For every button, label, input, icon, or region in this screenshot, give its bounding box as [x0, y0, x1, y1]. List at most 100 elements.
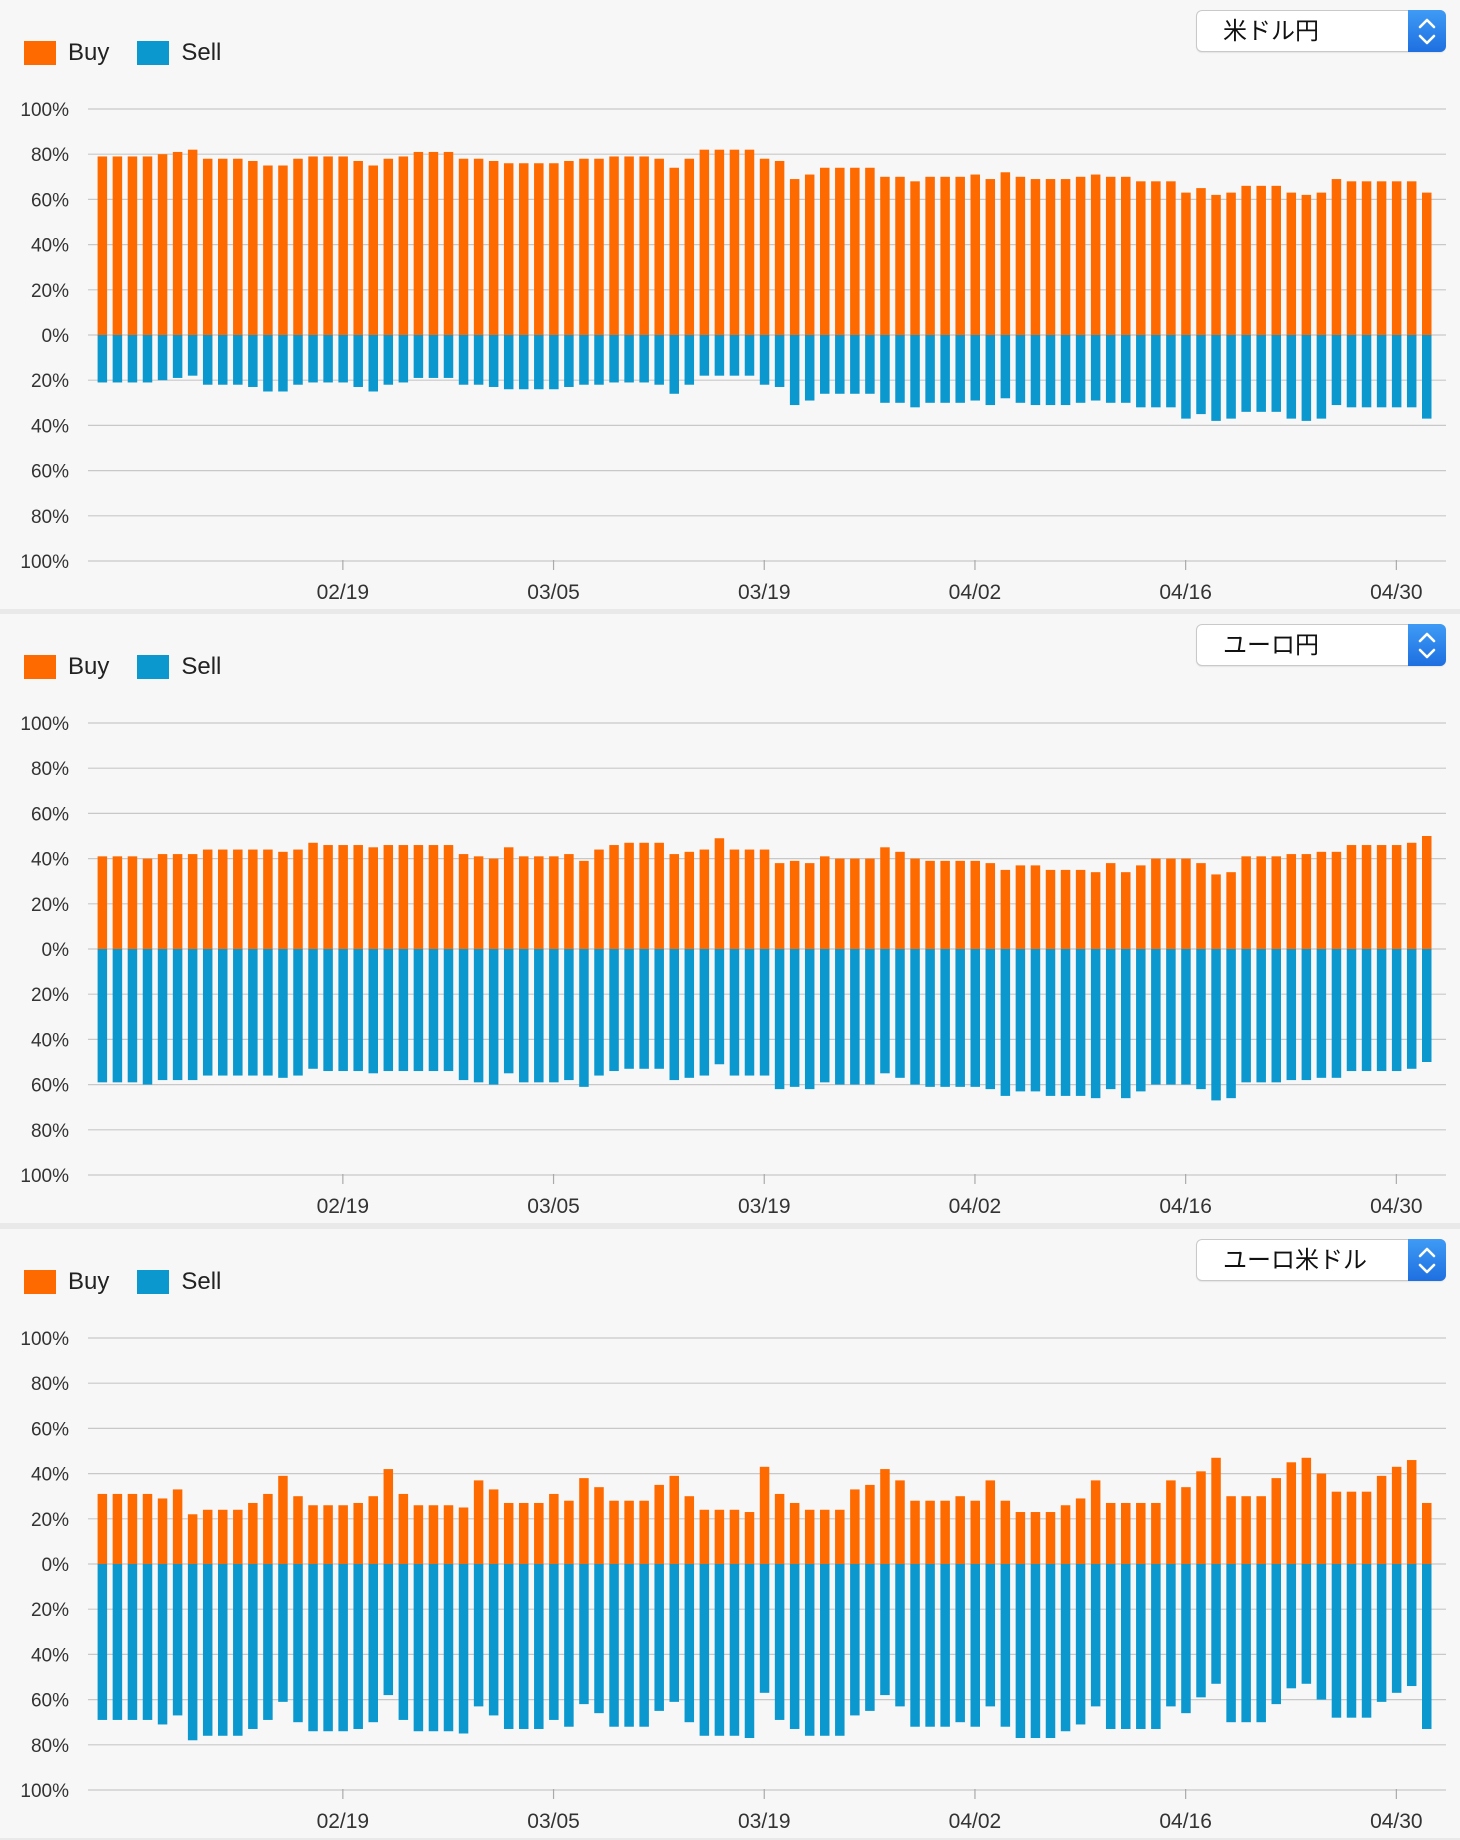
buy-bar — [112, 856, 123, 949]
sell-bar — [714, 335, 725, 376]
buy-bar — [774, 160, 785, 335]
sell-bar — [669, 949, 679, 1081]
sell-bar — [187, 335, 198, 376]
sell-bar — [1075, 1564, 1086, 1725]
buy-bar — [1406, 842, 1417, 949]
buy-bar — [639, 842, 649, 949]
sell-bar — [774, 335, 785, 387]
buy-bar — [248, 849, 258, 949]
buy-bar — [1015, 1512, 1026, 1564]
buy-bar — [744, 149, 755, 335]
sell-bar — [1271, 949, 1281, 1083]
y-tick-label: 60% — [31, 1691, 69, 1712]
sell-bar — [1090, 1564, 1101, 1707]
buy-bar — [1060, 179, 1071, 335]
buy-bar — [218, 849, 228, 949]
buy-bar — [1316, 851, 1327, 949]
sell-bar — [368, 335, 378, 392]
sell-bar — [473, 335, 484, 385]
sell-swatch — [137, 655, 170, 679]
sell-bar — [1376, 335, 1387, 408]
sell-bar — [835, 949, 845, 1085]
sell-bar — [413, 1564, 424, 1732]
select-arrow-button[interactable] — [1408, 624, 1446, 666]
buy-bar — [1136, 181, 1146, 335]
sell-bar — [1136, 949, 1146, 1092]
buy-bar — [624, 842, 634, 949]
buy-bar — [443, 845, 454, 949]
sell-bar — [579, 949, 589, 1087]
sell-bar — [774, 949, 785, 1090]
buy-bar — [654, 158, 664, 335]
y-tick-label: 100% — [20, 1781, 69, 1802]
buy-bar — [1211, 1457, 1221, 1564]
sell-bar — [383, 949, 394, 1072]
sell-bar — [549, 949, 559, 1083]
buy-bar — [970, 860, 980, 949]
buy-bar — [413, 1505, 424, 1564]
chart-panel-usdjpy: Buy Sell 米ドル円 100% 80% 60% 40% 20% 0% 20% 40% 60… — [0, 0, 1460, 609]
sell-bar — [654, 1564, 664, 1711]
y-tick-label: 40% — [31, 236, 69, 257]
select-arrow-button[interactable] — [1408, 10, 1446, 52]
currency-pair-select[interactable]: 米ドル円 — [1196, 10, 1446, 52]
legend: Buy Sell — [24, 1267, 249, 1297]
legend: Buy Sell — [24, 38, 249, 68]
sell-bar — [127, 335, 138, 383]
currency-pair-select[interactable]: ユーロ米ドル — [1196, 1239, 1446, 1281]
buy-bar — [1316, 192, 1327, 335]
sell-bar — [458, 1564, 469, 1734]
buy-bar — [202, 1509, 213, 1564]
buy-bar — [398, 845, 409, 949]
sell-bar — [639, 335, 649, 383]
sell-bar — [714, 1564, 725, 1736]
y-tick-label: 20% — [31, 895, 69, 916]
sell-bar — [1286, 949, 1297, 1081]
up-down-chevron-icon — [1418, 1247, 1436, 1274]
sell-bar — [202, 1564, 213, 1736]
currency-pair-select[interactable]: ユーロ円 — [1196, 624, 1446, 666]
buy-bar — [925, 860, 935, 949]
sell-bar — [248, 949, 258, 1076]
buy-bar — [594, 1487, 604, 1564]
buy-bar — [157, 1498, 168, 1564]
buy-bar — [473, 856, 484, 949]
sell-bar — [609, 1564, 619, 1727]
x-tick-label: 02/19 — [317, 1810, 370, 1833]
sell-bar — [519, 949, 529, 1083]
sell-bar — [940, 949, 950, 1087]
sell-bar — [142, 949, 153, 1085]
sell-bar — [534, 949, 544, 1083]
select-arrow-button[interactable] — [1408, 1239, 1446, 1281]
sell-bar — [1271, 1564, 1281, 1705]
sell-bar — [594, 335, 604, 385]
buy-bar — [759, 158, 770, 335]
sell-bar — [684, 949, 695, 1078]
buy-bar — [1376, 845, 1387, 949]
buy-bar — [789, 1502, 800, 1564]
sell-bar — [233, 1564, 243, 1736]
sell-bar — [473, 1564, 484, 1707]
buy-bar — [1030, 179, 1041, 335]
y-tick-label: 40% — [31, 1645, 69, 1666]
buy-bar — [774, 863, 785, 949]
buy-bar — [1060, 869, 1071, 949]
buy-bar — [278, 165, 288, 335]
buy-bar — [1422, 192, 1432, 335]
sell-bar — [443, 949, 454, 1072]
buy-bar — [413, 845, 424, 949]
sell-bar — [1181, 949, 1191, 1085]
sell-bar — [925, 335, 935, 403]
buy-bar — [639, 1500, 649, 1564]
y-tick-label: 40% — [31, 1030, 69, 1051]
buy-bar — [654, 842, 664, 949]
sell-bar — [910, 949, 920, 1085]
up-down-chevron-icon — [1418, 18, 1436, 45]
sell-bar — [789, 335, 800, 406]
buy-bar — [383, 158, 394, 335]
sell-bar — [398, 949, 409, 1072]
y-tick-label: 0% — [42, 1555, 70, 1576]
buy-bar — [714, 1509, 725, 1564]
buy-bar — [970, 1500, 980, 1564]
sell-bar — [624, 335, 634, 383]
